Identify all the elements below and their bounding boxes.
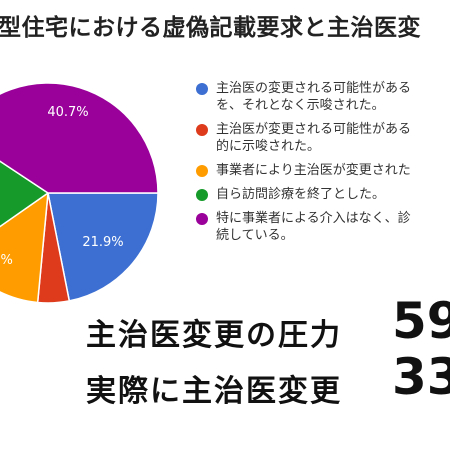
legend-label-line1: 特に事業者による介入はなく、診 [216,211,411,226]
stat-row-pressure: 主治医変更の圧力 59 [86,292,450,354]
pie-slice [0,160,50,228]
stat-value: 33 [392,348,450,406]
pie-slice [0,82,159,194]
legend-label-line2: 続している。 [216,228,294,243]
legend-label-line1: 自ら訪問診療を終了とした。 [216,187,386,202]
pie-slice [0,191,49,304]
legend-swatch-icon [196,83,208,95]
pie-slice [47,192,159,302]
stat-label: 実際に主治医変更 [86,374,342,409]
legend-item: 事業者により主治医が変更された [196,162,450,179]
pie-data-label: 40.7% [47,105,88,120]
legend-swatch-icon [196,189,208,201]
stat-row-changed: 実際に主治医変更 33 [86,348,450,410]
stat-value: 59 [392,292,450,350]
legend-item: 特に事業者による介入はなく、診 続している。 [196,210,450,244]
pie-data-label: 21.9% [82,235,123,250]
legend-label-line1: 主治医が変更される可能性がある [216,122,412,137]
pie-data-label: % [1,253,13,268]
legend-item: 主治医が変更される可能性がある 的に示唆された。 [196,121,450,155]
legend: 主治医の変更される可能性がある を、それとなく示唆された。 主治医が変更される可… [196,80,450,251]
legend-swatch-icon [196,124,208,136]
legend-label-line1: 事業者により主治医が変更された [216,163,411,178]
stat-label: 主治医変更の圧力 [86,318,342,353]
legend-label-line2: を、それとなく示唆された。 [216,98,385,113]
legend-label-line1: 主治医の変更される可能性がある [216,81,412,96]
legend-swatch-icon [196,165,208,177]
chart-title: 型住宅における虚偽記載要求と主治医変 [0,15,421,41]
legend-item: 主治医の変更される可能性がある を、それとなく示唆された。 [196,80,450,114]
legend-item: 自ら訪問診療を終了とした。 [196,186,450,203]
legend-swatch-icon [196,213,208,225]
legend-label-line2: 的に示唆された。 [216,139,321,154]
